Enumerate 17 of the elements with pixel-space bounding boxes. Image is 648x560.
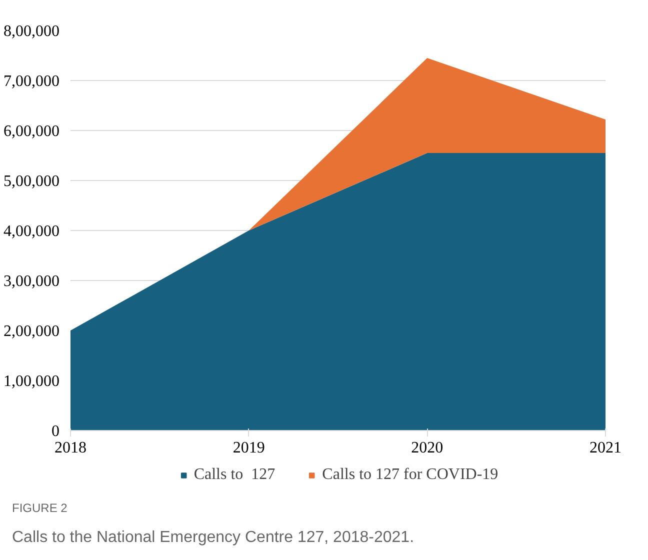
y-tick-label: 3,00,000: [4, 273, 60, 290]
y-tick-label: 7,00,000: [4, 73, 60, 90]
legend-label: Calls to 127 for COVID-19: [322, 466, 498, 484]
y-tick-label: 4,00,000: [4, 223, 60, 240]
y-tick-label: 5,00,000: [4, 173, 60, 190]
text: Calls to the National Emergency Centre 127, 2018-2021.: [12, 528, 414, 548]
legend-label: Calls to 127: [194, 466, 276, 484]
x-tick-label: 2019: [232, 440, 265, 456]
x-tick-label: 2020: [411, 440, 444, 456]
caption: FIGURE 2: [12, 500, 68, 517]
x-tick-label: 2018: [54, 440, 86, 456]
y-tick-label: 0: [52, 423, 60, 440]
y-tick-label: 8,00,000: [4, 23, 60, 40]
y-tick-label: 1,00,000: [4, 373, 60, 390]
x-tick-label: 2021: [590, 440, 622, 456]
y-tick-label: 2,00,000: [4, 323, 60, 340]
y-tick-label: 6,00,000: [4, 123, 60, 140]
